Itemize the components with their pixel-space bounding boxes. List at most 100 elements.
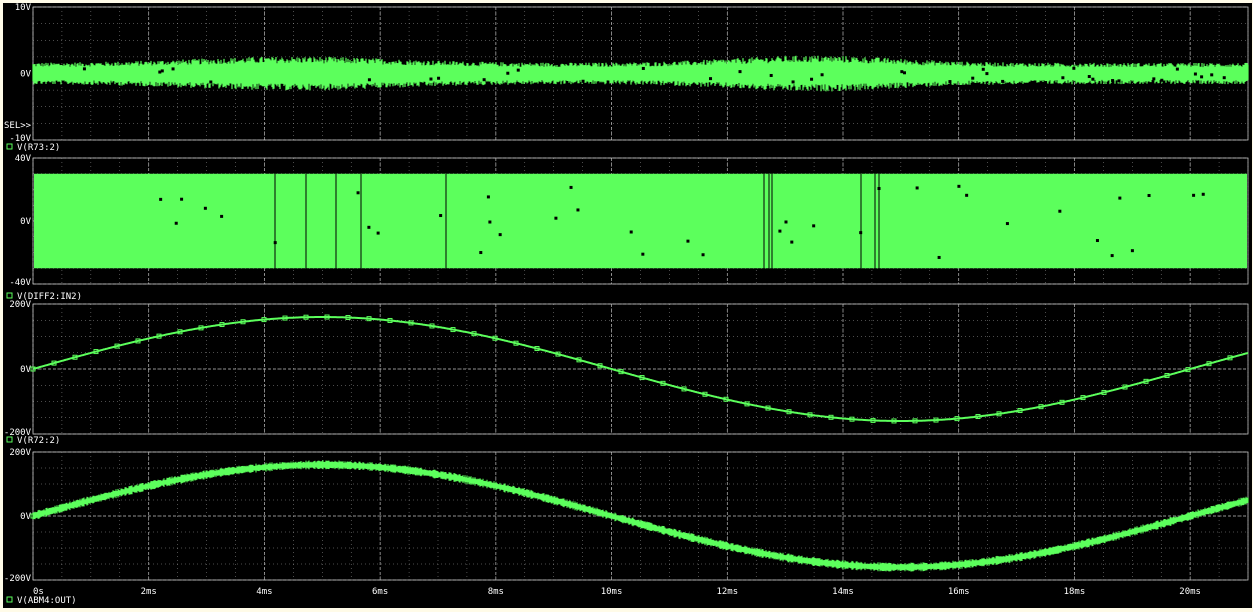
y-tick-label: -200V bbox=[4, 574, 32, 584]
trace-marker bbox=[240, 319, 246, 325]
trace-marker bbox=[820, 73, 824, 77]
trace-marker bbox=[198, 473, 204, 479]
trace-marker bbox=[1227, 355, 1233, 361]
trace-marker bbox=[429, 323, 435, 329]
trace-marker bbox=[786, 555, 792, 561]
trace-marker bbox=[810, 77, 814, 81]
trace-marker bbox=[1185, 367, 1191, 373]
trace-marker bbox=[471, 478, 477, 484]
trace-marker bbox=[72, 501, 78, 507]
legend-swatch[interactable] bbox=[6, 143, 13, 150]
y-tick-label: -40V bbox=[9, 278, 31, 288]
y-tick-label: 40V bbox=[15, 154, 32, 164]
y-tick-label: -10V bbox=[9, 134, 31, 144]
trace-marker bbox=[765, 405, 771, 411]
trace-marker bbox=[135, 485, 141, 491]
trace-marker bbox=[516, 68, 520, 72]
trace-marker bbox=[555, 351, 561, 357]
trace-marker bbox=[849, 416, 855, 422]
x-tick-label: 12ms bbox=[716, 587, 738, 597]
x-tick-label: 2ms bbox=[141, 587, 157, 597]
legend-swatch[interactable] bbox=[6, 436, 13, 443]
legend-swatch[interactable] bbox=[6, 292, 13, 299]
trace-marker bbox=[1072, 66, 1076, 70]
trace-marker bbox=[985, 72, 989, 76]
trace-marker bbox=[376, 231, 380, 235]
trace-marker bbox=[975, 414, 981, 420]
trace-marker bbox=[581, 79, 585, 83]
trace-marker bbox=[681, 533, 687, 539]
trace-marker bbox=[1059, 546, 1065, 552]
x-tick-label: 8ms bbox=[488, 587, 504, 597]
trace-marker bbox=[450, 327, 456, 333]
legend-swatch[interactable] bbox=[6, 596, 13, 603]
trace-marker bbox=[912, 418, 918, 424]
trace-marker bbox=[1038, 404, 1044, 410]
trace-marker bbox=[1087, 75, 1091, 79]
trace-marker bbox=[180, 197, 184, 201]
trace-marker bbox=[471, 331, 477, 337]
trace-marker bbox=[786, 409, 792, 415]
trace-marker bbox=[240, 466, 246, 472]
trace-marker bbox=[971, 76, 975, 80]
trace-marker bbox=[891, 564, 897, 570]
trace-marker bbox=[498, 233, 502, 237]
trace-marker bbox=[933, 563, 939, 569]
trace-marker bbox=[807, 558, 813, 564]
trace-marker bbox=[686, 239, 690, 243]
trace-marker bbox=[569, 185, 573, 189]
trace-marker bbox=[1017, 554, 1023, 560]
trace-marker bbox=[1080, 395, 1086, 401]
trace-marker bbox=[72, 354, 78, 360]
trace-marker bbox=[555, 498, 561, 504]
trace-marker bbox=[597, 510, 603, 516]
trace-marker bbox=[51, 360, 57, 366]
trace-marker bbox=[912, 564, 918, 570]
trace-marker bbox=[492, 335, 498, 341]
trace-diff2-in2 bbox=[34, 173, 1247, 269]
trace-marker bbox=[82, 67, 86, 71]
trace-marker bbox=[1111, 79, 1115, 83]
trace-marker bbox=[701, 253, 705, 257]
trace-marker bbox=[954, 562, 960, 568]
trace-marker bbox=[114, 343, 120, 349]
trace-marker bbox=[30, 366, 36, 372]
trace-marker bbox=[209, 80, 213, 84]
trace-marker bbox=[387, 465, 393, 471]
trace-marker bbox=[954, 416, 960, 422]
trace-marker bbox=[1200, 75, 1204, 79]
trace-marker bbox=[641, 252, 645, 256]
trace-marker bbox=[345, 315, 351, 321]
trace-marker bbox=[1206, 361, 1212, 367]
trace-marker bbox=[1118, 196, 1122, 200]
trace-marker bbox=[1059, 399, 1065, 405]
trace-marker bbox=[1101, 536, 1107, 542]
trace-marker bbox=[1193, 72, 1197, 76]
scope-background bbox=[3, 3, 1252, 608]
trace-marker bbox=[488, 220, 492, 224]
trace-marker bbox=[660, 380, 666, 386]
y-tick-label: 10V bbox=[15, 3, 32, 13]
trace-marker bbox=[900, 70, 904, 74]
legend-label: V(R72:2) bbox=[17, 436, 60, 446]
trace-marker bbox=[439, 214, 443, 218]
trace-marker bbox=[1130, 249, 1134, 253]
y-tick-label: 0V bbox=[20, 217, 31, 227]
trace-marker bbox=[203, 206, 207, 210]
trace-marker bbox=[1122, 384, 1128, 390]
trace-marker bbox=[367, 78, 371, 82]
trace-marker bbox=[870, 564, 876, 570]
trace-marker bbox=[744, 547, 750, 553]
trace-marker bbox=[408, 468, 414, 474]
x-tick-label: 10ms bbox=[601, 587, 623, 597]
trace-marker bbox=[513, 488, 519, 494]
trace-marker bbox=[933, 417, 939, 423]
x-tick-label: 20ms bbox=[1179, 587, 1201, 597]
trace-r73 bbox=[32, 55, 1249, 92]
trace-marker bbox=[1185, 514, 1191, 520]
trace-marker bbox=[366, 316, 372, 322]
trace-marker bbox=[765, 551, 771, 557]
trace-marker bbox=[303, 314, 309, 320]
